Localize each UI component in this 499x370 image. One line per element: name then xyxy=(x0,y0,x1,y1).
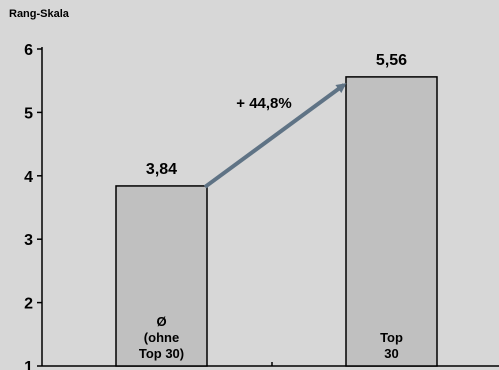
growth-annotation: + 44,8% xyxy=(236,95,291,112)
bar-value-label: 5,56 xyxy=(376,52,407,69)
y-tick-label: 2 xyxy=(24,296,33,313)
growth-arrow xyxy=(203,83,347,189)
y-tick-label: 4 xyxy=(24,169,33,186)
y-tick-label: 3 xyxy=(24,232,33,249)
category-label: Ø xyxy=(156,314,166,329)
y-axis-label: Rang-Skala xyxy=(9,8,70,20)
y-tick-label: 5 xyxy=(24,105,33,122)
y-tick-label: 6 xyxy=(24,42,33,59)
value-labels-group: 3,84 5,56 xyxy=(146,52,407,178)
category-label: (ohne xyxy=(144,330,179,345)
category-label: 30 xyxy=(384,346,398,361)
category-label: Top 30) xyxy=(139,346,184,361)
bar xyxy=(345,76,438,367)
bars-group xyxy=(115,76,438,367)
category-label: Top xyxy=(380,330,403,345)
y-axis-ticks: 1 2 3 4 5 6 xyxy=(24,42,42,370)
bar-value-label: 3,84 xyxy=(146,161,177,178)
bar xyxy=(115,185,208,367)
y-tick-label: 1 xyxy=(24,359,33,370)
